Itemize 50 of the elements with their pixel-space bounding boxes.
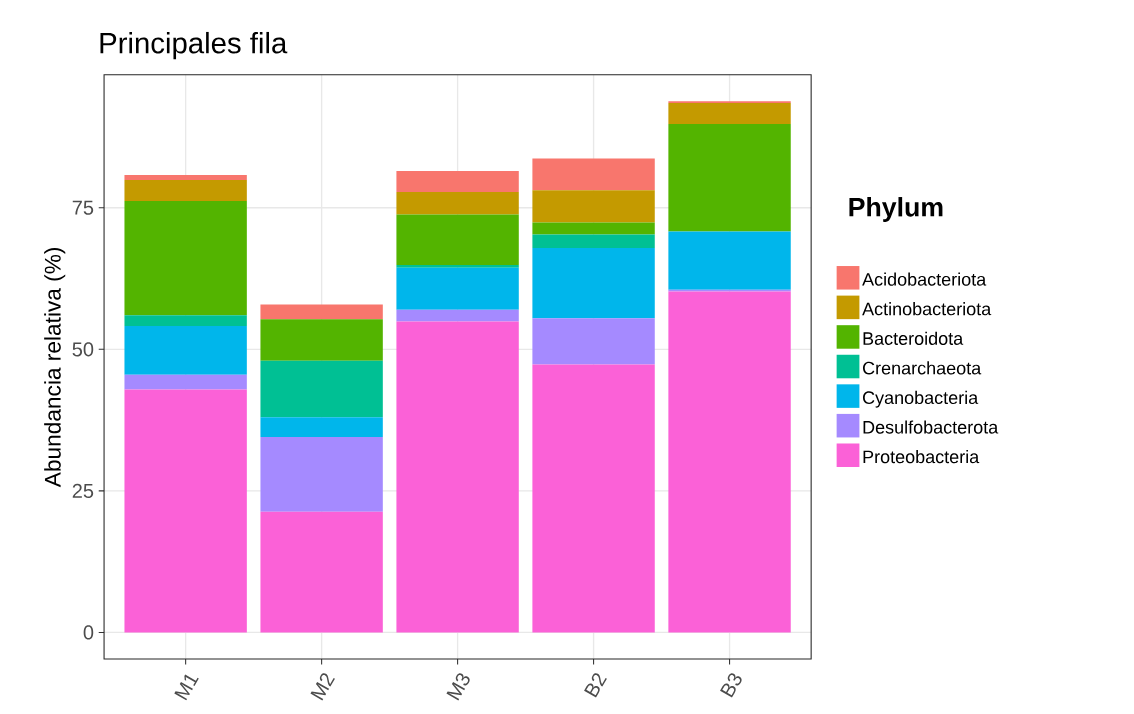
bar (260, 319, 383, 361)
bar (532, 248, 655, 319)
bar (124, 175, 247, 181)
bar (396, 171, 519, 193)
bar (532, 364, 655, 633)
bar (668, 124, 791, 232)
y-tick-label: 75 (72, 200, 94, 215)
bar (668, 103, 791, 125)
legend-label: Actinobacteriota (862, 302, 992, 316)
bar (532, 158, 655, 191)
legend-label: Cyanobacteria (863, 390, 979, 408)
bar (396, 265, 519, 268)
bar (124, 326, 247, 375)
bar (532, 222, 655, 235)
y-tick-label: 50 (72, 342, 94, 357)
bar (396, 192, 519, 215)
bar (260, 511, 383, 633)
bar (124, 315, 247, 327)
legend-label: Proteobacteria (863, 450, 980, 464)
bar (124, 374, 247, 390)
x-tick-label: B2 (584, 673, 607, 698)
bar (396, 267, 519, 310)
bar (396, 309, 519, 322)
legend-title: Phylum (849, 197, 943, 223)
bar (260, 360, 383, 418)
legend-label: Acidobacteriota (862, 272, 987, 286)
bar (124, 389, 247, 633)
bar (124, 201, 247, 316)
legend-label: Crenarchaeota (863, 361, 982, 375)
bar (668, 291, 791, 633)
y-axis-title: Abundancia relativa (%) (44, 248, 66, 488)
bar (532, 190, 655, 223)
bar (124, 180, 247, 202)
bar (668, 231, 791, 290)
chart-title: Principales fila (100, 32, 288, 60)
bar (532, 318, 655, 365)
bar (396, 321, 519, 633)
bar (260, 437, 383, 512)
bar (532, 234, 655, 249)
legend-label: Desulfobacterota (863, 420, 999, 434)
bar (260, 304, 383, 320)
x-tick-label: M1 (174, 674, 199, 701)
x-tick-label: B3 (720, 673, 742, 698)
bar (396, 214, 519, 266)
x-tick-label: M2 (310, 673, 335, 701)
y-tick-label: 25 (72, 483, 94, 499)
y-tick-label: 0 (83, 625, 94, 640)
legend-label: Bacteroidota (863, 331, 964, 346)
bar (260, 417, 383, 438)
x-tick-label: M3 (446, 673, 470, 701)
